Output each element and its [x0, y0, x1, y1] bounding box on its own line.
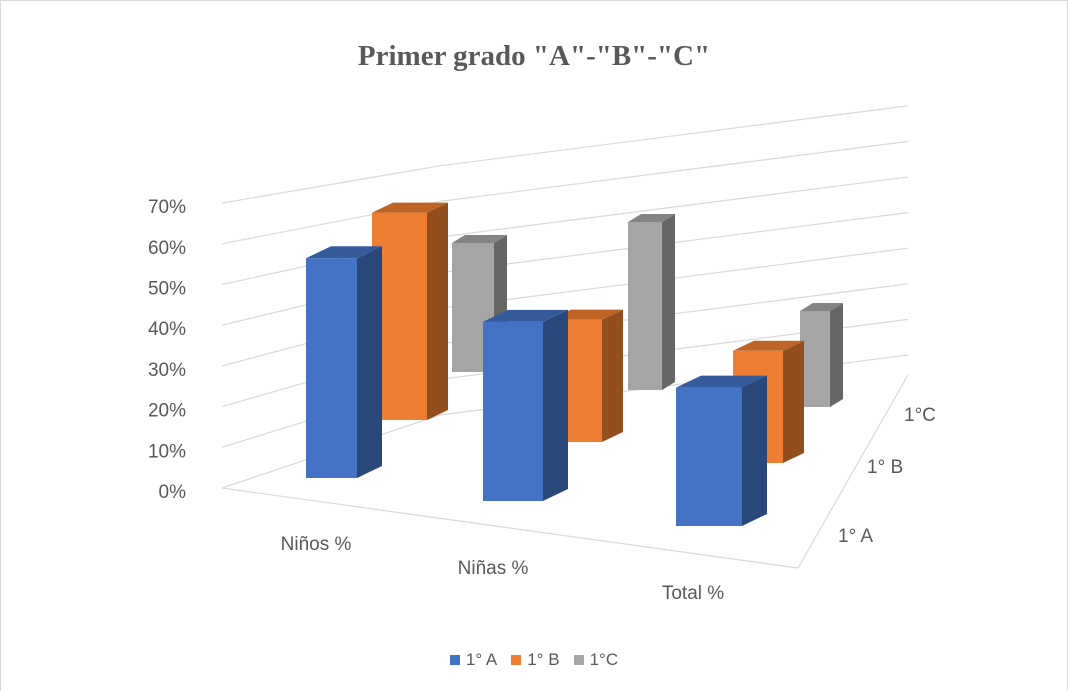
chart-legend: 1° A 1° B 1°C: [0, 650, 1068, 670]
grid-line: [221, 140, 909, 245]
bar: [372, 202, 448, 420]
bar-side-face: [742, 375, 767, 526]
bar-top-face: [800, 303, 843, 311]
bar: [676, 375, 767, 526]
bar-top-face: [483, 309, 568, 322]
bar-top-face: [372, 202, 448, 213]
bar-top-face: [306, 246, 382, 259]
bar: [800, 303, 843, 407]
depth-axis-labels: 1°C 1° B 1° A: [838, 405, 936, 547]
bar-top-face: [452, 235, 507, 243]
y-tick-label: 30%: [148, 360, 186, 381]
legend-swatch: [573, 655, 584, 665]
chart-title: Primer grado "A"-"B"-"C": [357, 40, 711, 72]
bar: [628, 214, 675, 390]
legend-item: 1° B: [511, 650, 560, 670]
bar-top-face: [628, 214, 675, 222]
bar-side-face: [543, 309, 568, 501]
bar-top-face: [676, 375, 767, 388]
legend-label: 1° A: [465, 650, 498, 669]
legend-swatch: [449, 655, 460, 665]
floor-right-edge: [797, 374, 909, 569]
bar-side-face: [662, 214, 675, 390]
bar-top-face: [550, 309, 623, 320]
x-category-label: Niñas %: [458, 558, 529, 579]
y-tick-label: 70%: [148, 197, 186, 218]
legend-item: 1°C: [573, 650, 619, 670]
y-tick-label: 40%: [148, 319, 186, 340]
x-axis-categories: Niños % Niñas % Total %: [281, 534, 725, 604]
x-category-label: Total %: [662, 583, 724, 604]
y-axis-ticks: 0% 10% 20% 30% 40% 50% 60% 70%: [148, 197, 186, 503]
bar: [306, 246, 382, 478]
bar-side-face: [357, 246, 382, 478]
depth-axis-label: 1° A: [838, 526, 873, 547]
bar-front-face: [306, 258, 357, 478]
y-tick-label: 10%: [148, 441, 186, 462]
y-tick-label: 20%: [148, 401, 186, 422]
bars: [306, 202, 843, 526]
bar-front-face: [628, 222, 662, 390]
y-tick-label: 50%: [148, 279, 186, 300]
bar-side-face: [830, 303, 843, 407]
legend-label: 1°C: [589, 650, 619, 669]
legend-label: 1° B: [527, 650, 560, 669]
bar-front-face: [800, 311, 830, 407]
bar-front-face: [483, 321, 543, 501]
legend-item: 1° A: [449, 650, 498, 670]
bar-front-face: [676, 387, 742, 526]
bar-side-face: [602, 309, 623, 442]
bar-top-face: [733, 340, 804, 351]
depth-axis-label: 1° B: [867, 457, 903, 478]
y-tick-label: 60%: [148, 238, 186, 259]
floor-front-edge: [221, 487, 799, 569]
y-tick-label: 0%: [159, 482, 187, 503]
bar: [483, 309, 568, 501]
depth-axis-label: 1°C: [904, 405, 936, 426]
bar-side-face: [783, 340, 804, 463]
x-category-label: Niños %: [281, 534, 352, 555]
legend-swatch: [511, 655, 522, 665]
bar-side-face: [427, 202, 448, 420]
grid-line: [221, 105, 909, 204]
